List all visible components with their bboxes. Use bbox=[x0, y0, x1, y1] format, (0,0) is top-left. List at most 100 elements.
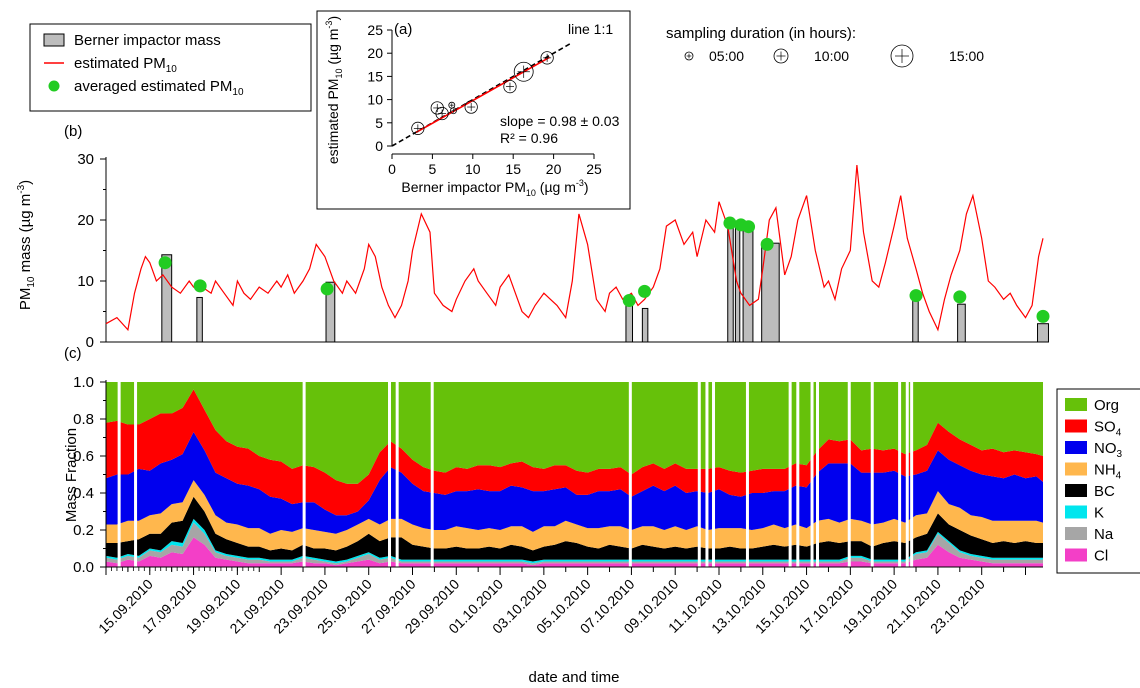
sampling-label-10h: 10:00 bbox=[814, 48, 849, 64]
main-legend-frame bbox=[29, 23, 312, 112]
inset-point-circle bbox=[435, 106, 449, 121]
data-gap bbox=[905, 381, 909, 567]
data-gap bbox=[134, 381, 138, 567]
inset-point bbox=[513, 61, 534, 82]
inset-point-circle bbox=[430, 101, 444, 115]
legend-label-averaged: averaged estimated PM10 bbox=[74, 78, 244, 98]
inset-point bbox=[503, 80, 517, 94]
data-gap bbox=[810, 381, 814, 567]
panel-c: (c) Mass Fraction 0.0 0.2 0.4 0.6 0.8 1.0 15.… bbox=[63, 345, 1043, 686]
x-axis-label: date and time bbox=[529, 669, 620, 686]
one-to-one-label: line 1:1 bbox=[568, 21, 613, 37]
data-gap bbox=[712, 381, 716, 567]
averaged-point bbox=[953, 290, 967, 304]
berner-bar bbox=[957, 303, 966, 343]
inset-point bbox=[435, 106, 449, 121]
inset-xtick-label: 0 bbox=[388, 161, 396, 177]
sampling-legend: sampling duration (in hours): 05:00 10:0… bbox=[666, 25, 984, 68]
inset-point-circle bbox=[411, 121, 425, 135]
species-label-na: Na bbox=[1094, 526, 1114, 543]
inset-ytick-label: 5 bbox=[375, 115, 383, 131]
legend-label-estimated: estimated PM10 bbox=[74, 55, 177, 75]
berner-bar bbox=[727, 220, 734, 343]
sampling-legend-title: sampling duration (in hours): bbox=[666, 25, 856, 42]
species-swatch-nh bbox=[1065, 462, 1087, 476]
data-gap bbox=[847, 381, 851, 567]
data-gap bbox=[705, 381, 709, 567]
species-label-k: K bbox=[1094, 505, 1104, 522]
fit-line bbox=[415, 56, 550, 134]
berner-bar bbox=[1037, 323, 1049, 343]
averaged-point bbox=[193, 279, 207, 293]
area-no3 bbox=[106, 432, 1043, 534]
sampling-label-15h: 15:00 bbox=[949, 48, 984, 64]
inset-ytick-label: 10 bbox=[367, 92, 383, 108]
date-tick-labels: 15.09.201017.09.201019.09.201021.09.2010… bbox=[95, 576, 988, 637]
averaged-point bbox=[909, 289, 923, 303]
averaged-point bbox=[742, 220, 756, 234]
legend-label-berner: Berner impactor mass bbox=[74, 32, 221, 49]
estimated-pm10-line bbox=[105, 165, 1044, 332]
species-swatch-org bbox=[1065, 398, 1087, 411]
data-gap bbox=[388, 381, 392, 567]
inset-lines bbox=[391, 43, 571, 147]
area-nh4 bbox=[106, 480, 1043, 551]
r2-text: R² = 0.96 bbox=[500, 130, 558, 146]
data-gap bbox=[745, 381, 749, 567]
inset-ylabel: estimated PM10 (µg m-3) bbox=[324, 16, 344, 164]
berner-bar bbox=[161, 254, 173, 343]
averaged-points bbox=[158, 216, 1050, 323]
species-swatch-so bbox=[1065, 419, 1087, 433]
panel-c-axes: 0.0 0.2 0.4 0.6 0.8 1.0 bbox=[73, 374, 1043, 576]
species-swatch-na bbox=[1065, 527, 1087, 540]
berner-bar bbox=[325, 281, 336, 343]
species-swatch-no bbox=[1065, 441, 1087, 454]
sampling-marker-10h bbox=[773, 48, 789, 64]
data-gap bbox=[796, 381, 800, 567]
panel-b-ylabel: PM10 mass (µg m-3) bbox=[16, 180, 37, 310]
inset-point bbox=[540, 51, 554, 65]
berner-bar bbox=[641, 307, 649, 343]
mass-fraction-areas bbox=[106, 382, 1043, 567]
inset-ytick-label: 25 bbox=[367, 22, 383, 38]
species-label-bc: BC bbox=[1094, 483, 1115, 500]
panel-b-tag: (b) bbox=[64, 123, 82, 140]
inset-xtick-label: 10 bbox=[465, 161, 481, 177]
berner-bar bbox=[196, 296, 203, 343]
inset-xtick-label: 20 bbox=[546, 161, 562, 177]
panel-b-ytick-label: 20 bbox=[77, 212, 94, 229]
panel-c-tag: (c) bbox=[64, 345, 82, 362]
data-gap bbox=[697, 381, 701, 567]
area-org bbox=[106, 382, 1043, 484]
averaged-point bbox=[622, 294, 636, 308]
panel-c-ylabel: Mass Fraction bbox=[63, 428, 80, 522]
inset-point bbox=[464, 100, 478, 114]
species-swatch-cl bbox=[1065, 548, 1087, 562]
species-label-nh: NH4 bbox=[1094, 462, 1122, 482]
panel-c-ytick-label: 0.0 bbox=[73, 559, 94, 576]
berner-bar bbox=[625, 303, 634, 343]
species-label-so: SO4 bbox=[1094, 419, 1122, 439]
panel-c-ytick-label: 0.6 bbox=[73, 448, 94, 465]
inset-panel-a: (a) line 1:1 slope = 0.98 ± 0.03 R² = 0.… bbox=[316, 10, 631, 210]
sampling-marker-5h bbox=[684, 51, 694, 61]
inset-ytick-label: 0 bbox=[375, 138, 383, 154]
averaged-point bbox=[638, 284, 652, 298]
inset-points bbox=[411, 51, 554, 135]
inset-point bbox=[411, 121, 425, 135]
data-gap bbox=[302, 381, 306, 567]
species-label-cl: Cl bbox=[1094, 548, 1108, 565]
legend-swatch-berner bbox=[43, 33, 65, 47]
panel-b-ytick-label: 10 bbox=[77, 273, 94, 290]
berner-bar bbox=[912, 296, 919, 343]
inset-ytick-label: 20 bbox=[367, 45, 383, 61]
slope-text: slope = 0.98 ± 0.03 bbox=[500, 113, 620, 129]
species-label-no: NO3 bbox=[1094, 440, 1123, 460]
averaged-point bbox=[723, 216, 737, 230]
data-gap bbox=[628, 381, 632, 567]
inset-xlabel: Berner impactor PM10 (µg m-3) bbox=[401, 178, 588, 198]
panel-c-ytick-label: 1.0 bbox=[73, 374, 94, 391]
data-gap bbox=[898, 381, 902, 567]
